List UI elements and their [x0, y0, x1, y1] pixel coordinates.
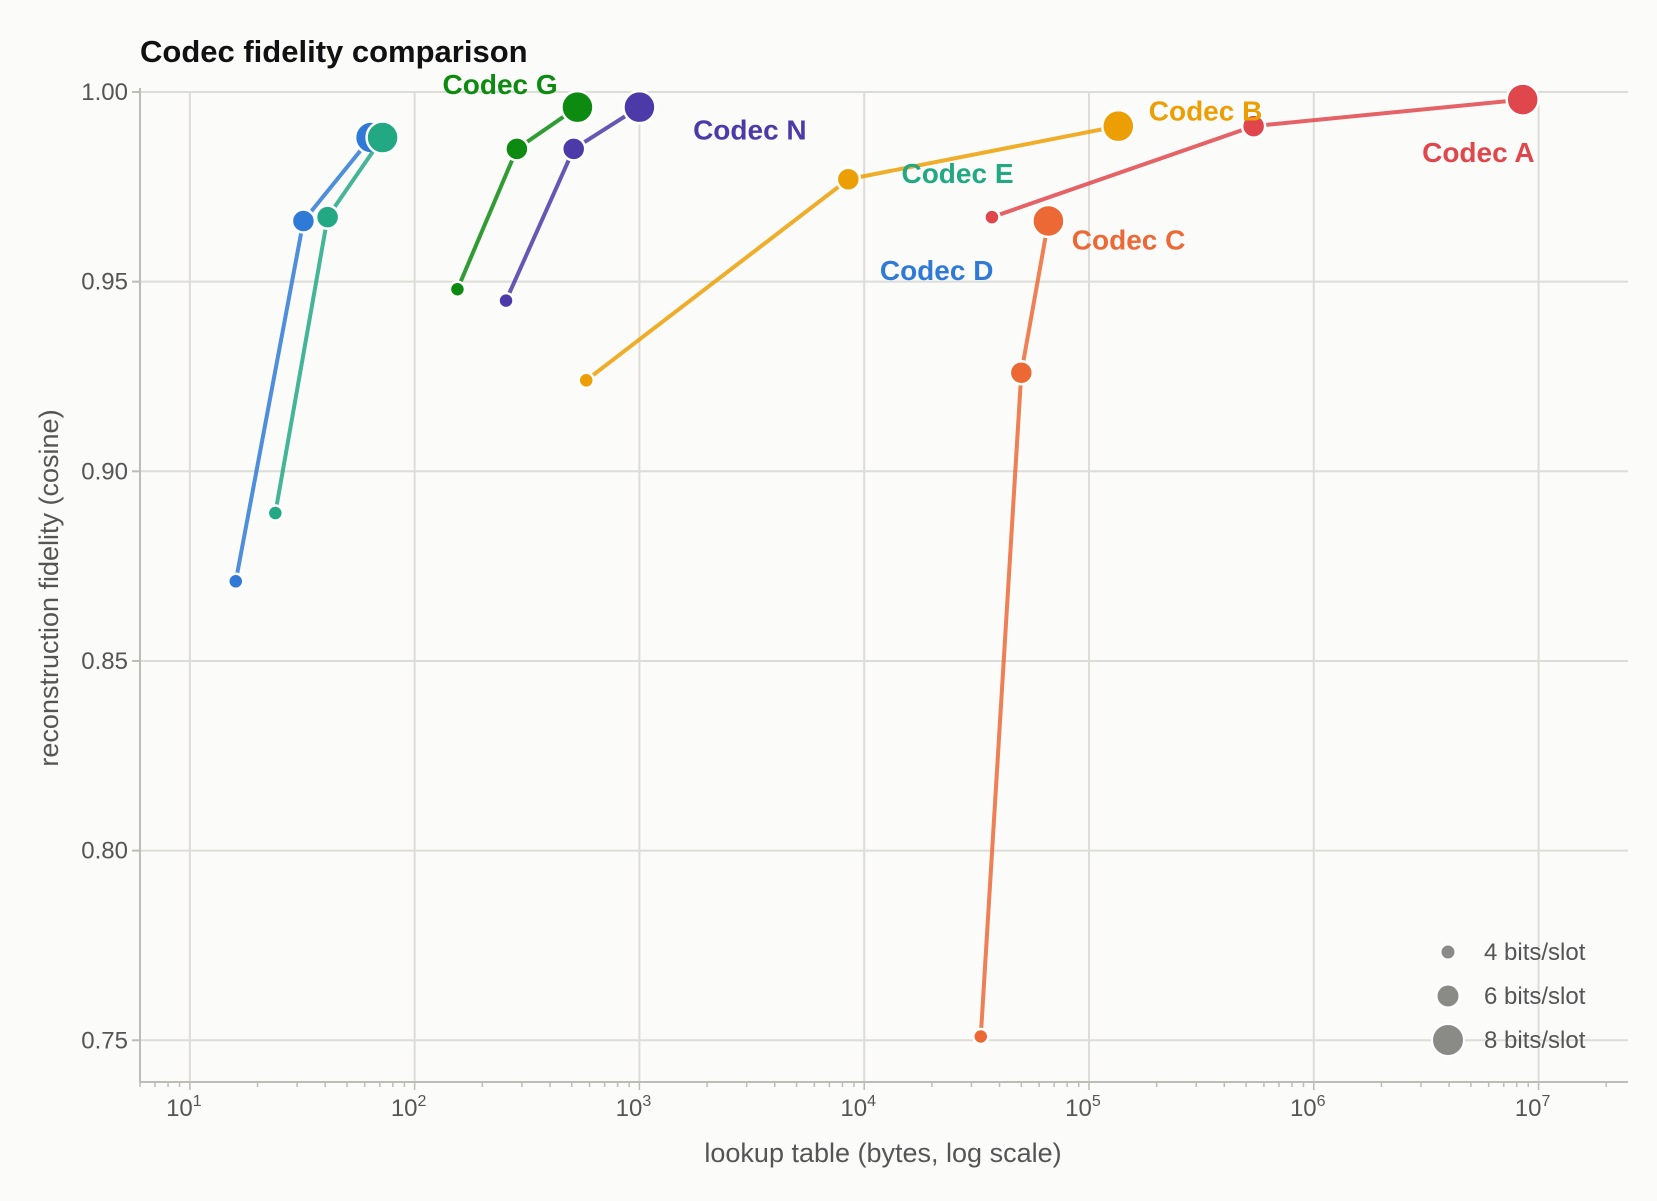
series-label: Codec G [443, 69, 558, 100]
grid [140, 91, 1628, 1082]
data-point [560, 136, 587, 162]
data-point [290, 208, 317, 234]
data-point [1240, 113, 1267, 139]
series-line [978, 220, 1051, 1037]
series-codec-d: Codec D [226, 120, 994, 591]
data-point [983, 208, 1001, 226]
data-point [1101, 108, 1136, 144]
data-point [1031, 203, 1066, 239]
legend-label: 6 bits/slot [1484, 983, 1586, 1010]
data-point [314, 204, 341, 230]
series-line [273, 136, 385, 514]
series-label: Codec C [1072, 224, 1186, 255]
x-axis-title: lookup table (bytes, log scale) [704, 1138, 1061, 1168]
legend-marker [1439, 943, 1457, 961]
series-codec-b: Codec B [577, 95, 1263, 390]
x-tick-label: 105 [1065, 1093, 1101, 1122]
series-layer: Codec A Codec B Codec C Codec D Codec E Codec… [226, 69, 1540, 1046]
y-tick-label: 0.90 [81, 458, 128, 485]
x-tick-label: 107 [1515, 1093, 1551, 1122]
series-label: Codec N [693, 114, 807, 145]
data-point [226, 572, 245, 591]
series-codec-e: Codec E [266, 120, 1014, 522]
series-label: Codec D [880, 255, 994, 286]
y-axis-title: reconstruction fidelity (cosine) [34, 409, 64, 766]
data-point [577, 371, 596, 390]
x-tick-label: 103 [616, 1093, 652, 1122]
data-point [835, 166, 862, 192]
axes: 101 102 103 104 105 106 107 0.75 0.80 0.85 0.90 0.9… [81, 79, 1628, 1122]
series-label: Codec B [1149, 95, 1263, 126]
data-point [448, 280, 467, 298]
series-label: Codec E [901, 158, 1013, 189]
data-point [622, 89, 657, 125]
legend-marker [1431, 1023, 1465, 1057]
y-tick-label: 0.95 [81, 269, 128, 296]
y-tick-label: 0.80 [81, 838, 128, 865]
data-point [972, 1027, 990, 1046]
series-label: Codec A [1422, 137, 1535, 168]
data-point [266, 504, 285, 522]
chart-title: Codec fidelity comparison [140, 34, 528, 69]
x-tick-label: 106 [1290, 1093, 1326, 1122]
legend-label: 8 bits/slot [1484, 1027, 1586, 1054]
data-point [1505, 82, 1540, 117]
series-line [585, 124, 1119, 382]
data-point [497, 291, 515, 310]
series-codec-g: Codec G [443, 69, 595, 298]
series-line [455, 105, 579, 291]
data-point [365, 120, 400, 155]
legend-label: 4 bits/slot [1484, 939, 1586, 966]
series-codec-n: Codec N [497, 89, 807, 310]
data-point [1008, 359, 1035, 386]
series-codec-c: Codec C [972, 203, 1186, 1046]
y-tick-label: 1.00 [81, 79, 128, 106]
series-codec-a: Codec A [983, 82, 1540, 226]
x-tick-label: 104 [840, 1093, 876, 1122]
data-point [560, 89, 595, 125]
x-tick-label: 101 [166, 1093, 202, 1122]
x-tick-label: 102 [391, 1093, 427, 1122]
y-tick-label: 0.75 [81, 1027, 128, 1054]
legend-marker [1435, 983, 1461, 1009]
size-legend: 4 bits/slot 6 bits/slot 8 bits/slot [1431, 939, 1586, 1057]
data-point [504, 136, 530, 162]
y-tick-label: 0.85 [81, 648, 128, 675]
